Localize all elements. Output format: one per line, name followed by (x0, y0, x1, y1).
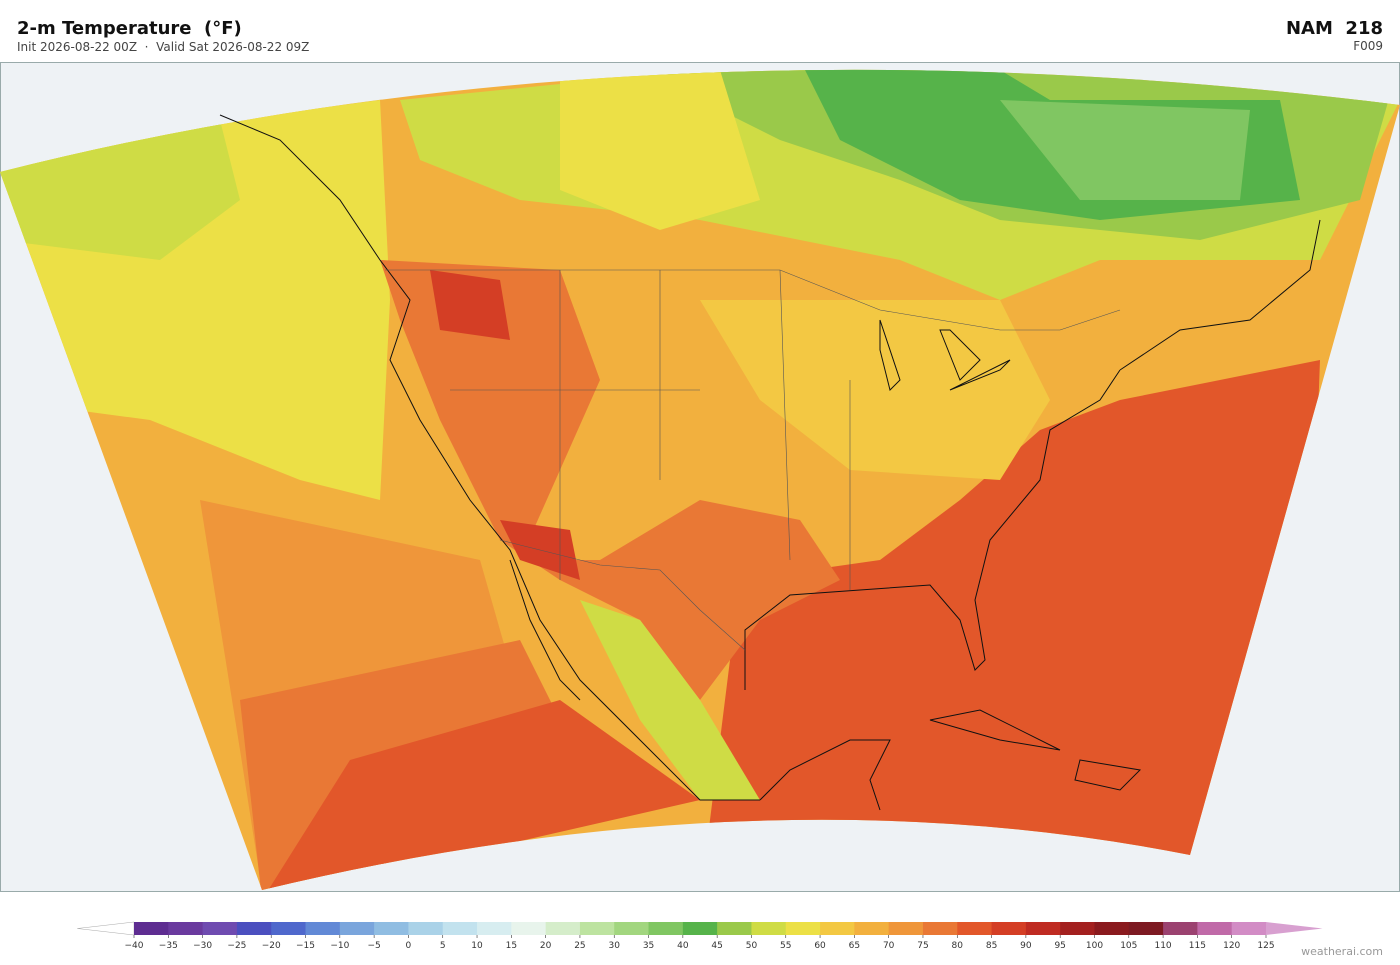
colorbar-segment (888, 922, 924, 935)
colorbar-tick-label: 120 (1223, 941, 1240, 951)
colorbar-tick-label: −40 (125, 941, 144, 951)
colorbar-tick-label: 65 (849, 941, 860, 951)
colorbar-segment (922, 922, 958, 935)
colorbar-segment (339, 922, 375, 935)
colorbar-over (1266, 922, 1323, 935)
colorbar-tick-label: 5 (440, 941, 446, 951)
colorbar-under (77, 921, 135, 936)
colorbar-tick-label: 25 (574, 941, 585, 951)
colorbar-segment (202, 922, 238, 935)
colorbar-segment (545, 922, 581, 935)
credit: weatherai.com (1301, 945, 1383, 958)
colorbar-tick-label: 20 (540, 941, 552, 951)
colorbar-tick-label: 60 (814, 941, 826, 951)
colorbar-tick-label: 100 (1086, 941, 1103, 951)
colorbar-segment (991, 922, 1027, 935)
coastlines (219, 114, 1321, 811)
colorbar-segment (648, 922, 684, 935)
title: 2-m Temperature (°F) (17, 18, 242, 39)
colorbar-tick-label: 55 (780, 941, 791, 951)
colorbar-segment (1197, 922, 1233, 935)
colorbar-tick-label: 80 (952, 941, 964, 951)
colorbar-segment (1128, 922, 1164, 935)
colorbar-segment (236, 922, 272, 935)
colorbar-tick-label: 40 (677, 941, 689, 951)
colorbar-segment (682, 922, 718, 935)
map (0, 62, 1400, 892)
colorbar-segment (614, 922, 650, 935)
forecast-hour: F009 (1353, 39, 1383, 53)
colorbar-tick-label: 35 (643, 941, 654, 951)
colorbar-tick-label: 75 (917, 941, 928, 951)
colorbar-tick-label: −20 (262, 941, 281, 951)
colorbar-segment (511, 922, 547, 935)
colorbar-segment (854, 922, 890, 935)
colorbar-tick-label: 85 (986, 941, 997, 951)
colorbar-segment (957, 922, 993, 935)
colorbar-segment (477, 922, 512, 935)
colorbar-tick-label: −5 (367, 941, 380, 951)
colorbar-segment (442, 922, 478, 935)
colorbar-tick-label: 0 (406, 941, 412, 951)
colorbar: −40 −35 −30 −25 −20 −15 −10 −5 0 5 10 15 20 25 30 35 40 4… (77, 921, 1323, 951)
model-name: NAM 218 (1286, 18, 1383, 39)
colorbar-segment (1163, 922, 1198, 935)
colorbar-segment (717, 922, 752, 935)
colorbar-segment (374, 922, 409, 935)
colorbar-segment (1231, 922, 1267, 935)
colorbar-segment (305, 922, 341, 935)
temperature-field (0, 69, 1400, 890)
colorbar-segment (751, 922, 787, 935)
colorbar-tick-label: 105 (1120, 941, 1137, 951)
colorbar-tick-label: 115 (1189, 941, 1206, 951)
colorbar-tick-label: 30 (609, 941, 621, 951)
colorbar-tick-label: 125 (1257, 941, 1274, 951)
colorbar-segment (408, 922, 444, 935)
colorbar-segment (271, 922, 307, 935)
colorbar-tick-label: −15 (296, 941, 315, 951)
colorbar-segment (1094, 922, 1130, 935)
colorbar-segment (820, 922, 855, 935)
colorbar-tick-label: 70 (883, 941, 895, 951)
colorbar-tick-label: 50 (746, 941, 758, 951)
colorbar-segment (1025, 922, 1061, 935)
colorbar-segment (785, 922, 821, 935)
colorbar-tick-label: 90 (1020, 941, 1032, 951)
colorbar-tick-label: 95 (1054, 941, 1065, 951)
colorbar-tick-label: 10 (471, 941, 483, 951)
subtitle: Init 2026-08-22 00Z · Valid Sat 2026-08-… (17, 40, 309, 54)
colorbar-segment (168, 922, 204, 935)
colorbar-tick-label: −35 (159, 941, 178, 951)
colorbar-tick-label: −30 (193, 941, 212, 951)
colorbar-segment (134, 922, 169, 935)
colorbar-tick-label: −10 (330, 941, 349, 951)
colorbar-tick-label: 110 (1154, 941, 1171, 951)
borders (385, 269, 1121, 651)
colorbar-tick-label: −25 (227, 941, 246, 951)
colorbar-tick-label: 45 (711, 941, 722, 951)
colorbar-segment (579, 922, 615, 935)
colorbar-segment (1060, 922, 1095, 935)
colorbar-tick-label: 15 (506, 941, 517, 951)
